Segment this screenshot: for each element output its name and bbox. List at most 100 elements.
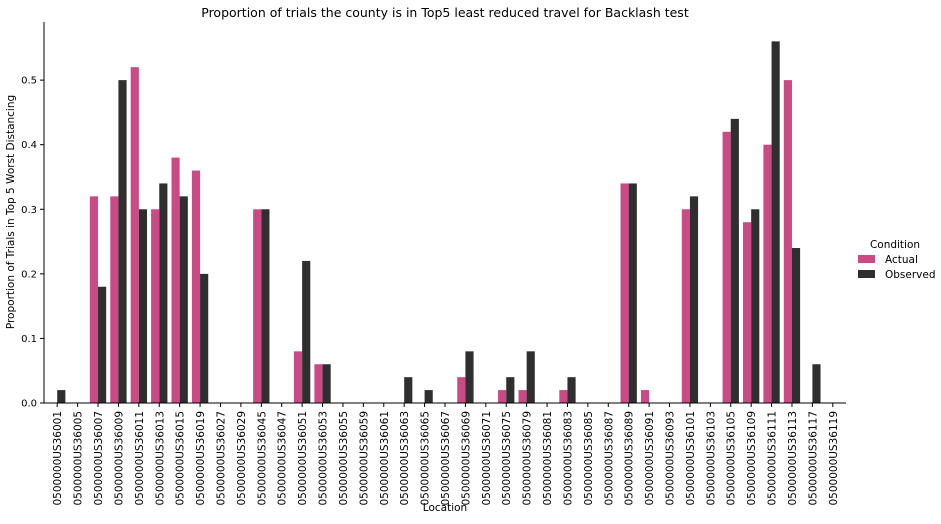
x-tick-label: 0500000US36067 bbox=[440, 411, 452, 506]
x-tick-label: 0500000US36079 bbox=[522, 411, 534, 506]
bar-actual-0500000US36105 bbox=[722, 131, 731, 403]
x-tick-label: 0500000US36019 bbox=[195, 411, 207, 506]
bar-actual-0500000US36013 bbox=[151, 209, 160, 403]
bar-actual-0500000US36069 bbox=[457, 377, 466, 403]
bar-observed-0500000US36075 bbox=[506, 377, 515, 403]
bar-observed-0500000US36019 bbox=[200, 273, 209, 403]
bar-observed-0500000US36069 bbox=[465, 351, 474, 403]
x-tick-label: 0500000US36027 bbox=[215, 411, 227, 506]
bar-actual-0500000US36089 bbox=[620, 183, 629, 403]
x-tick-label: 0500000US36103 bbox=[705, 411, 717, 506]
x-tick-label: 0500000US36085 bbox=[583, 411, 595, 506]
bar-actual-0500000US36045 bbox=[253, 209, 262, 403]
bar-observed-0500000US36117 bbox=[812, 364, 821, 403]
y-tick-label: 0.4 bbox=[21, 140, 37, 151]
x-tick-label: 0500000US36007 bbox=[93, 411, 105, 506]
bar-actual-0500000US36079 bbox=[518, 390, 527, 403]
x-tick-label: 0500000US36117 bbox=[807, 411, 819, 506]
x-tick-label: 0500000US36109 bbox=[746, 411, 758, 506]
x-tick-label: 0500000US36045 bbox=[256, 411, 268, 506]
x-tick-label: 0500000US36113 bbox=[787, 411, 799, 506]
bar-actual-0500000US36015 bbox=[171, 157, 180, 403]
bar-actual-0500000US36111 bbox=[763, 144, 772, 403]
bar-observed-0500000US36053 bbox=[322, 364, 331, 403]
bar-observed-0500000US36065 bbox=[424, 390, 433, 403]
bar-observed-0500000US36089 bbox=[628, 183, 637, 403]
bar-observed-0500000US36079 bbox=[526, 351, 535, 403]
x-tick-label: 0500000US36083 bbox=[562, 411, 574, 506]
bar-actual-0500000US36053 bbox=[314, 364, 323, 403]
legend-label-actual: Actual bbox=[885, 254, 918, 266]
bar-observed-0500000US36063 bbox=[404, 377, 413, 403]
x-tick-label: 0500000US36009 bbox=[113, 411, 125, 506]
x-tick-label: 0500000US36005 bbox=[73, 411, 85, 506]
bar-actual-0500000US36075 bbox=[498, 390, 507, 403]
bar-observed-0500000US36015 bbox=[179, 196, 188, 403]
bars-group bbox=[57, 41, 821, 404]
legend-label-observed: Observed bbox=[885, 269, 936, 281]
x-tick-label: 0500000US36071 bbox=[481, 411, 493, 506]
x-axis-label: Location bbox=[423, 502, 467, 514]
x-tick-label: 0500000US36075 bbox=[501, 411, 513, 506]
bar-observed-0500000US36001 bbox=[57, 390, 66, 403]
bar-observed-0500000US36045 bbox=[261, 209, 270, 403]
bar-observed-0500000US36007 bbox=[98, 286, 107, 403]
bar-observed-0500000US36009 bbox=[118, 80, 127, 404]
x-tick-label: 0500000US36065 bbox=[420, 411, 432, 506]
y-tick-label: 0.5 bbox=[21, 76, 37, 87]
bar-actual-0500000US36051 bbox=[293, 351, 303, 403]
x-tick-label: 0500000US36089 bbox=[624, 411, 636, 506]
bar-observed-0500000US36051 bbox=[302, 260, 311, 403]
x-tick-label: 0500000US36051 bbox=[297, 411, 309, 506]
x-tick-label: 0500000US36061 bbox=[379, 411, 391, 506]
x-tick-label: 0500000US36059 bbox=[358, 411, 370, 506]
x-tick-label: 0500000US36053 bbox=[318, 411, 330, 506]
y-tick-label: 0.2 bbox=[21, 269, 37, 280]
x-tick-label: 0500000US36101 bbox=[685, 411, 697, 506]
y-tick-label: 0.3 bbox=[21, 205, 37, 216]
x-tick-label: 0500000US36001 bbox=[52, 411, 64, 506]
bar-actual-0500000US36113 bbox=[783, 80, 792, 404]
bar-observed-0500000US36013 bbox=[159, 183, 168, 403]
bar-observed-0500000US36113 bbox=[791, 248, 801, 403]
legend: Condition Actual Observed bbox=[858, 239, 936, 281]
bar-actual-0500000US36091 bbox=[640, 390, 650, 403]
bar-observed-0500000US36111 bbox=[771, 41, 780, 404]
x-tick-label: 0500000US36013 bbox=[154, 411, 166, 506]
x-tick-label: 0500000US36105 bbox=[726, 411, 738, 506]
bar-actual-0500000US36009 bbox=[110, 196, 119, 403]
chart-title: Proportion of trials the county is in To… bbox=[201, 5, 689, 20]
x-tick-label: 0500000US36119 bbox=[828, 411, 840, 506]
bar-observed-0500000US36011 bbox=[138, 209, 148, 403]
x-tick-label: 0500000US36015 bbox=[175, 411, 187, 506]
bar-actual-0500000US36101 bbox=[681, 209, 690, 403]
x-tick-label: 0500000US36093 bbox=[665, 411, 677, 506]
y-axis-label: Proportion of Trials in Top 5 Worst Dist… bbox=[5, 95, 17, 329]
y-tick-label: 0.0 bbox=[21, 399, 37, 410]
bar-observed-0500000US36109 bbox=[751, 209, 760, 403]
x-axis: 0500000US36001 0500000US36005 0500000US360… bbox=[44, 402, 846, 506]
legend-title: Condition bbox=[870, 239, 920, 251]
x-tick-label: 0500000US36029 bbox=[236, 411, 248, 506]
legend-swatch-observed bbox=[858, 270, 875, 278]
bar-actual-0500000US36007 bbox=[89, 196, 99, 403]
bar-observed-0500000US36101 bbox=[689, 196, 699, 403]
x-tick-label: 0500000US36055 bbox=[338, 411, 350, 506]
x-tick-label: 0500000US36087 bbox=[603, 411, 615, 506]
x-tick-label: 0500000US36091 bbox=[644, 411, 656, 506]
x-tick-label: 0500000US36047 bbox=[277, 411, 289, 506]
bar-actual-0500000US36011 bbox=[130, 67, 139, 403]
x-tick-label: 0500000US36069 bbox=[460, 411, 472, 506]
bar-observed-0500000US36105 bbox=[730, 118, 739, 404]
legend-swatch-actual bbox=[858, 255, 875, 263]
x-tick-label: 0500000US36063 bbox=[399, 411, 411, 506]
y-tick-label: 0.1 bbox=[21, 334, 37, 345]
y-axis: 0.0 0.1 0.2 0.3 0.4 0.5 bbox=[21, 22, 45, 410]
bar-observed-0500000US36083 bbox=[567, 377, 576, 403]
x-tick-label: 0500000US36011 bbox=[134, 411, 146, 506]
bar-actual-0500000US36019 bbox=[191, 170, 201, 403]
bar-actual-0500000US36109 bbox=[742, 222, 752, 403]
x-tick-label: 0500000US36081 bbox=[542, 411, 554, 506]
